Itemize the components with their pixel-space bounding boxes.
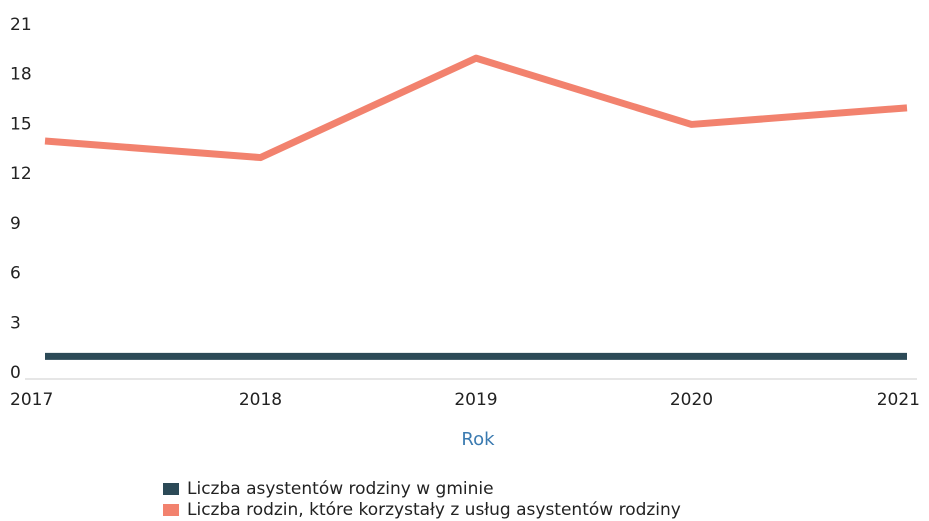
series-line xyxy=(44,54,908,162)
y-tick-label: 18 xyxy=(10,65,32,85)
y-tick-label: 12 xyxy=(10,164,32,184)
y-tick-label: 9 xyxy=(10,214,21,234)
y-tick-label: 15 xyxy=(10,114,32,134)
legend-swatch xyxy=(163,483,179,495)
x-tick-label: 2018 xyxy=(239,390,282,410)
x-tick-label: 2020 xyxy=(670,390,713,410)
x-axis-label: Rok xyxy=(461,429,495,450)
y-tick-label: 21 xyxy=(10,15,32,35)
y-tick-label: 6 xyxy=(10,264,21,284)
legend-label: Liczba asystentów rodziny w gminie xyxy=(187,479,494,499)
x-tick-label: 2017 xyxy=(10,390,53,410)
x-tick-label: 2021 xyxy=(877,390,920,410)
x-tick-label: 2019 xyxy=(454,390,497,410)
legend-label: Liczba rodzin, które korzystały z usług … xyxy=(187,500,681,520)
legend-swatch xyxy=(163,504,179,516)
y-tick-label: 0 xyxy=(10,363,21,383)
y-tick-label: 3 xyxy=(10,313,21,333)
